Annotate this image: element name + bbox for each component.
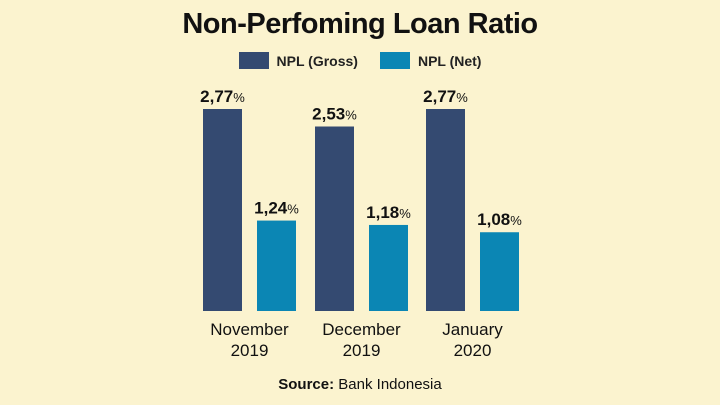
- legend-item-gross: NPL (Gross): [238, 52, 358, 69]
- data-label-gross-0: 2,77%: [200, 87, 245, 106]
- legend: NPL (Gross) NPL (Net): [0, 52, 720, 69]
- bar-net-0: [257, 220, 296, 311]
- data-label-gross-1: 2,53%: [312, 105, 357, 124]
- bar-net-2: [480, 232, 519, 311]
- bar-gross-2: [426, 109, 465, 311]
- source-note: Source: Bank Indonesia: [0, 376, 720, 393]
- data-label-net-1: 1,18%: [366, 203, 411, 222]
- category-label-0: November 2019: [210, 320, 289, 360]
- bar-net-1: [369, 224, 408, 311]
- data-label-net-0: 1,24%: [254, 199, 299, 218]
- category-label-1: December 2019: [322, 320, 401, 360]
- data-label-net-2: 1,08%: [477, 210, 522, 229]
- source-text: Bank Indonesia: [338, 376, 442, 393]
- bar-gross-1: [315, 126, 354, 312]
- data-label-gross-2: 2,77%: [423, 87, 468, 106]
- chart-title: Non-Perfoming Loan Ratio: [182, 8, 538, 40]
- bar-gross-0: [203, 109, 242, 311]
- legend-swatch-gross: [238, 52, 269, 69]
- legend-swatch-net: [379, 52, 410, 69]
- legend-item-net: NPL (Net): [379, 52, 482, 69]
- legend-label-gross: NPL (Gross): [276, 52, 358, 69]
- category-label-2: January 2020: [442, 320, 503, 360]
- legend-label-net: NPL (Net): [417, 52, 482, 69]
- source-label: Source:: [278, 376, 335, 393]
